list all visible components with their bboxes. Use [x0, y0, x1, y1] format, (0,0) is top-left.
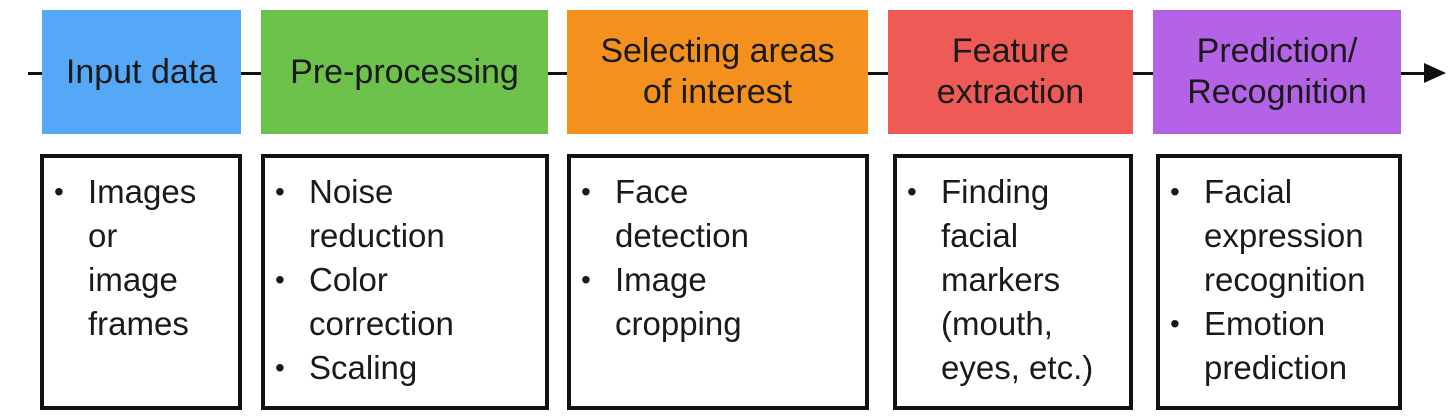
detail-list: Face detection Image cropping	[571, 158, 865, 346]
stage-selecting-areas: Selecting areas of interest	[567, 10, 868, 134]
list-item: Finding facial markers (mouth, eyes, etc…	[897, 170, 1129, 390]
list-item: Image cropping	[571, 258, 865, 346]
detail-box-pre-processing: Noise reduction Color correction Scaling	[261, 154, 549, 410]
stage-input-data: Input data	[42, 10, 241, 134]
stage-pre-processing: Pre-processing	[261, 10, 548, 134]
list-item-text: Emotion prediction	[1204, 305, 1348, 386]
list-item-text: Image cropping	[615, 261, 742, 342]
detail-list: Finding facial markers (mouth, eyes, etc…	[897, 158, 1129, 390]
stage-label: Selecting areas of interest	[600, 32, 835, 111]
list-item-text: Images or image frames	[88, 173, 197, 342]
list-item: Face detection	[571, 170, 865, 258]
list-item: Noise reduction	[265, 170, 545, 258]
detail-box-selecting-areas: Face detection Image cropping	[567, 154, 869, 410]
list-item-text: Scaling	[309, 349, 418, 386]
list-item: Images or image frames	[44, 170, 238, 346]
detail-list: Images or image frames	[44, 158, 238, 346]
arrow-head-icon	[1424, 63, 1446, 83]
detail-box-prediction-recognition: Facial expression recognition Emotion pr…	[1156, 154, 1402, 410]
stage-label: Pre-processing	[290, 52, 519, 91]
list-item-text: Facial expression recognition	[1204, 173, 1366, 298]
stage-feature-extraction: Feature extraction	[888, 10, 1133, 134]
list-item: Color correction	[265, 258, 545, 346]
list-item-text: Finding facial markers (mouth, eyes, etc…	[941, 173, 1094, 386]
detail-list: Facial expression recognition Emotion pr…	[1160, 158, 1398, 390]
list-item-text: Color correction	[309, 261, 454, 342]
detail-list: Noise reduction Color correction Scaling	[265, 158, 545, 390]
list-item: Facial expression recognition	[1160, 170, 1398, 302]
list-item-text: Face detection	[615, 173, 749, 254]
list-item: Emotion prediction	[1160, 302, 1398, 390]
list-item: Scaling	[265, 346, 545, 390]
list-item-text: Noise reduction	[309, 173, 445, 254]
detail-box-feature-extraction: Finding facial markers (mouth, eyes, etc…	[893, 154, 1133, 410]
stage-label: Prediction/ Recognition	[1187, 32, 1367, 111]
stage-label: Feature extraction	[936, 32, 1085, 111]
stage-label: Input data	[65, 52, 218, 91]
stage-prediction-recognition: Prediction/ Recognition	[1153, 10, 1401, 134]
detail-box-input-data: Images or image frames	[40, 154, 242, 410]
